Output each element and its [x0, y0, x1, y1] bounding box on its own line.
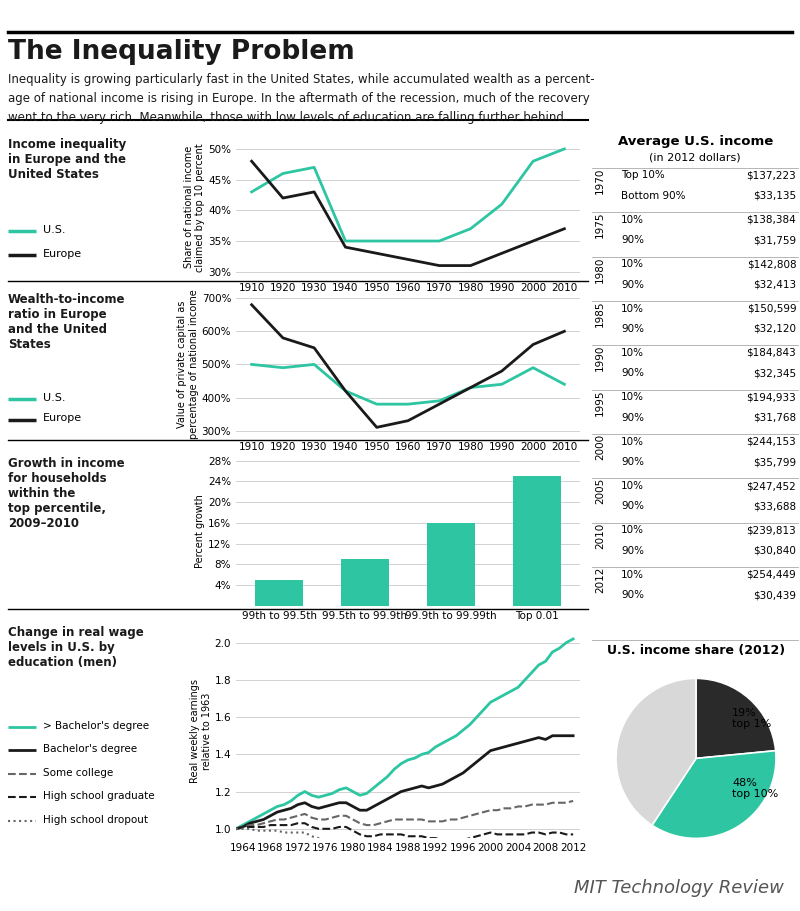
Text: $31,768: $31,768: [754, 413, 796, 423]
Text: Change in real wage
levels in U.S. by
education (men): Change in real wage levels in U.S. by ed…: [8, 626, 144, 670]
Bar: [427, 523, 474, 606]
Text: 10%: 10%: [621, 303, 644, 313]
Y-axis label: Value of private capital as
percentage of national income: Value of private capital as percentage o…: [178, 290, 199, 439]
Text: > Bachelor's degree: > Bachelor's degree: [42, 721, 149, 731]
Text: 10%: 10%: [621, 481, 644, 491]
Y-axis label: Share of national income
claimed by top 10 percent: Share of national income claimed by top …: [184, 143, 206, 271]
Text: Bottom 90%: Bottom 90%: [621, 190, 686, 200]
Text: 90%: 90%: [621, 457, 644, 467]
Text: Top 10%: Top 10%: [621, 170, 665, 180]
Text: $33,688: $33,688: [754, 501, 796, 511]
Text: 2010: 2010: [595, 523, 606, 548]
Y-axis label: Real weekly earnings
relative to 1963: Real weekly earnings relative to 1963: [190, 679, 212, 783]
Text: $35,799: $35,799: [754, 457, 796, 467]
Text: $244,153: $244,153: [746, 436, 796, 446]
Text: U.S.: U.S.: [42, 225, 65, 235]
Text: $31,759: $31,759: [754, 235, 796, 245]
Text: $194,933: $194,933: [746, 393, 796, 403]
Text: High school dropout: High school dropout: [42, 815, 147, 825]
Text: 10%: 10%: [621, 393, 644, 403]
Text: 10%: 10%: [621, 215, 644, 225]
Text: 10%: 10%: [621, 259, 644, 269]
Text: 90%: 90%: [621, 546, 644, 556]
Text: $138,384: $138,384: [746, 215, 796, 225]
Text: $184,843: $184,843: [746, 348, 796, 358]
Text: Growth in income
for households
within the
top percentile,
2009–2010: Growth in income for households within t…: [8, 457, 125, 530]
Text: 90%: 90%: [621, 368, 644, 378]
Text: Average U.S. income: Average U.S. income: [618, 135, 773, 148]
Y-axis label: Percent growth: Percent growth: [195, 494, 206, 568]
Text: U.S.: U.S.: [42, 393, 65, 403]
Bar: [255, 580, 302, 606]
Text: Bachelor's degree: Bachelor's degree: [42, 744, 137, 754]
Text: 2000: 2000: [595, 434, 606, 460]
Text: 90%: 90%: [621, 280, 644, 290]
Bar: [514, 476, 561, 606]
Text: 1995: 1995: [595, 389, 606, 415]
Text: $239,813: $239,813: [746, 526, 796, 536]
Bar: [342, 559, 389, 606]
Text: $32,345: $32,345: [754, 368, 796, 378]
Text: $254,449: $254,449: [746, 569, 796, 579]
Text: 48%
top 10%: 48% top 10%: [732, 778, 778, 799]
Text: 90%: 90%: [621, 235, 644, 245]
Text: $30,840: $30,840: [754, 546, 796, 556]
Text: Europe: Europe: [42, 249, 82, 259]
Text: 90%: 90%: [621, 590, 644, 600]
Text: 90%: 90%: [621, 413, 644, 423]
Text: Wealth-to-income
ratio in Europe
and the United
States: Wealth-to-income ratio in Europe and the…: [8, 293, 126, 351]
Text: 1975: 1975: [595, 211, 606, 238]
Title: U.S. income share (2012): U.S. income share (2012): [607, 644, 785, 657]
Text: High school graduate: High school graduate: [42, 792, 154, 802]
Text: 1985: 1985: [595, 301, 606, 327]
Wedge shape: [616, 679, 696, 825]
Text: 10%: 10%: [621, 348, 644, 358]
Text: 19%
top 1%: 19% top 1%: [732, 708, 771, 729]
Text: $247,452: $247,452: [746, 481, 796, 491]
Text: 10%: 10%: [621, 569, 644, 579]
Text: (in 2012 dollars): (in 2012 dollars): [650, 152, 741, 162]
Text: 90%: 90%: [621, 501, 644, 511]
Wedge shape: [696, 679, 776, 758]
Text: $150,599: $150,599: [746, 303, 796, 313]
Text: $142,808: $142,808: [746, 259, 796, 269]
Text: 10%: 10%: [621, 526, 644, 536]
Text: 1970: 1970: [595, 168, 606, 194]
Text: 2012: 2012: [595, 567, 606, 593]
Text: $30,439: $30,439: [754, 590, 796, 600]
Text: Some college: Some college: [42, 768, 113, 778]
Text: The Inequality Problem: The Inequality Problem: [8, 39, 354, 66]
Text: $32,413: $32,413: [754, 280, 796, 290]
Text: 2005: 2005: [595, 478, 606, 505]
Text: $32,120: $32,120: [754, 324, 796, 334]
Text: 10%: 10%: [621, 436, 644, 446]
Text: 90%: 90%: [621, 324, 644, 334]
Text: Income inequality
in Europe and the
United States: Income inequality in Europe and the Unit…: [8, 138, 126, 181]
Text: Inequality is growing particularly fast in the United States, while accumulated : Inequality is growing particularly fast …: [8, 73, 594, 124]
Text: Europe: Europe: [42, 414, 82, 424]
Wedge shape: [652, 751, 776, 838]
Text: 1980: 1980: [595, 256, 606, 282]
Text: 1990: 1990: [595, 345, 606, 372]
Text: $33,135: $33,135: [754, 190, 796, 200]
Text: MIT Technology Review: MIT Technology Review: [574, 879, 784, 897]
Text: $137,223: $137,223: [746, 170, 796, 180]
